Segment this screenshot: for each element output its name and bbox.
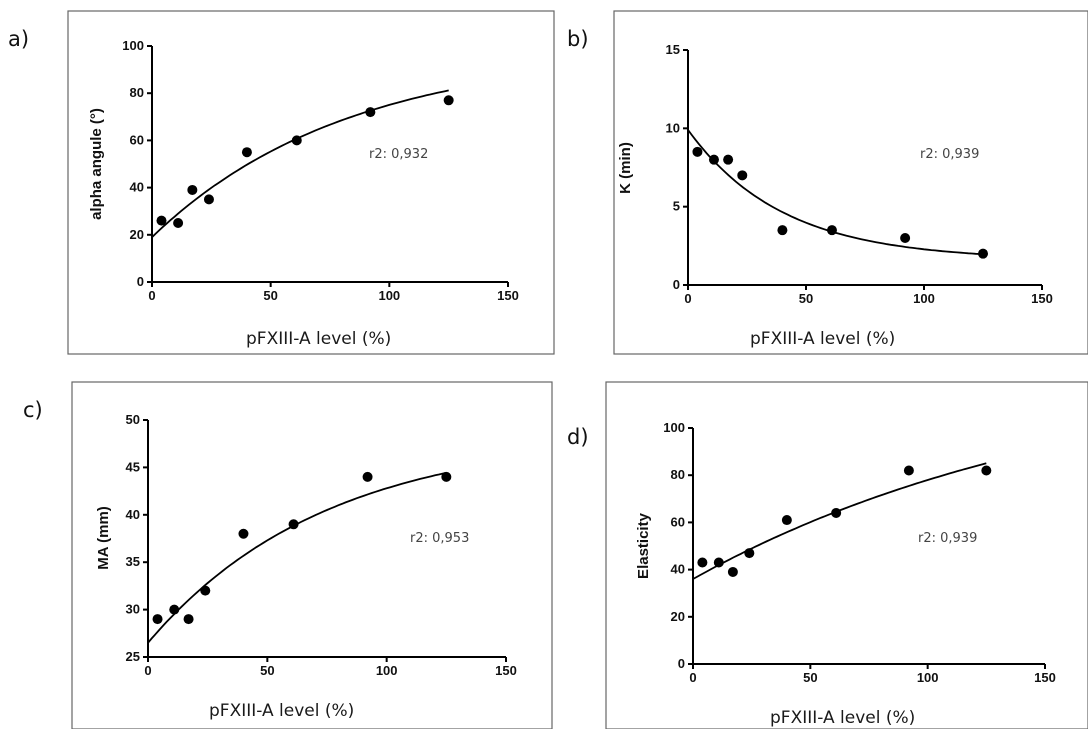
data-point xyxy=(238,528,249,539)
data-point xyxy=(291,135,302,146)
data-point xyxy=(713,557,724,568)
x-axis-title: pFXIII-A level (%) xyxy=(209,701,354,721)
x-tick-label: 150 xyxy=(1034,670,1056,685)
data-point xyxy=(831,507,842,518)
data-point xyxy=(241,147,252,158)
data-point xyxy=(173,218,184,228)
data-point xyxy=(362,471,373,482)
r2-annotation: r2: 0,939 xyxy=(918,531,977,546)
y-tick-label: 40 xyxy=(126,507,140,522)
data-point xyxy=(183,614,194,625)
data-point xyxy=(981,465,992,476)
x-tick-label: 50 xyxy=(803,670,817,685)
y-tick-label: 20 xyxy=(671,609,685,624)
y-tick-label: 40 xyxy=(671,562,685,577)
y-tick-label: 80 xyxy=(671,467,685,482)
x-tick-label: 50 xyxy=(260,663,274,678)
panel-frame xyxy=(71,381,553,729)
y-tick-label: 100 xyxy=(663,420,685,435)
y-axis-title: Elasticity xyxy=(635,512,652,579)
x-axis-title: pFXIII-A level (%) xyxy=(770,708,915,728)
x-tick-label: 0 xyxy=(689,670,696,685)
y-tick-label: 35 xyxy=(126,554,140,569)
x-tick-label: 50 xyxy=(263,288,277,303)
data-point xyxy=(203,194,214,205)
data-point xyxy=(365,107,376,118)
data-point xyxy=(697,557,708,568)
x-axis-title: pFXIII-A level (%) xyxy=(750,329,895,349)
panel-label: d) xyxy=(567,425,589,449)
y-tick-label: 10 xyxy=(666,120,680,135)
data-point xyxy=(777,225,788,236)
data-point xyxy=(744,548,755,559)
data-point xyxy=(903,465,914,476)
r2-annotation: r2: 0,939 xyxy=(920,147,979,162)
y-tick-label: 0 xyxy=(678,656,685,671)
panel-frame xyxy=(605,381,1088,729)
chart-panel: d) 0 20 40 60 80 100 0 50 100 150 pFXIII-A level (%… xyxy=(567,381,1088,729)
y-tick-label: 15 xyxy=(666,42,680,57)
data-point xyxy=(978,248,988,259)
r2-annotation: r2: 0,932 xyxy=(369,147,428,162)
panel-label: b) xyxy=(567,27,589,51)
x-tick-label: 0 xyxy=(148,288,155,303)
x-tick-label: 0 xyxy=(684,291,691,306)
x-tick-label: 100 xyxy=(378,288,400,303)
data-point xyxy=(156,215,167,226)
y-tick-label: 100 xyxy=(122,38,144,53)
y-tick-label: 40 xyxy=(130,180,144,195)
r2-annotation: r2: 0,953 xyxy=(410,531,469,546)
chart-panel: c) 25 30 35 40 45 50 0 50 100 150 pFXIII-A level (%… xyxy=(23,381,553,729)
fit-curve xyxy=(151,89,449,238)
y-axis-title: alpha angule (°) xyxy=(88,108,105,220)
data-point xyxy=(723,154,734,165)
data-point xyxy=(169,604,180,615)
x-tick-label: 100 xyxy=(376,663,398,678)
y-tick-label: 25 xyxy=(126,649,140,664)
data-point xyxy=(187,184,198,195)
y-tick-label: 0 xyxy=(137,274,144,289)
y-axis-title: MA (mm) xyxy=(95,506,112,570)
x-tick-label: 150 xyxy=(1031,291,1053,306)
data-point xyxy=(737,170,748,181)
panel-frame xyxy=(67,10,555,355)
panel-label: a) xyxy=(8,27,29,51)
data-point xyxy=(826,225,837,236)
y-tick-label: 0 xyxy=(673,277,680,292)
data-point xyxy=(781,515,792,526)
data-point xyxy=(692,146,703,157)
x-tick-label: 0 xyxy=(144,663,151,678)
y-tick-label: 80 xyxy=(130,85,144,100)
y-tick-label: 30 xyxy=(126,602,140,617)
y-tick-label: 60 xyxy=(671,514,685,529)
x-tick-label: 50 xyxy=(799,291,813,306)
y-axis-title: K (min) xyxy=(617,142,634,194)
panel-frame xyxy=(613,10,1088,355)
data-point xyxy=(708,154,719,165)
data-point xyxy=(288,519,299,530)
x-tick-label: 100 xyxy=(913,291,935,306)
y-tick-label: 60 xyxy=(130,132,144,147)
y-tick-label: 5 xyxy=(673,199,680,214)
x-axis-title: pFXIII-A level (%) xyxy=(246,329,391,349)
data-point xyxy=(900,233,911,243)
fit-curve xyxy=(692,462,987,580)
data-point xyxy=(443,95,454,106)
y-tick-label: 20 xyxy=(130,227,144,242)
chart-panel: a) 0 20 40 60 80 100 0 50 100 150 pFXIII-A level (%… xyxy=(8,10,555,355)
x-tick-label: 150 xyxy=(495,663,517,678)
data-point xyxy=(200,585,211,596)
x-tick-label: 100 xyxy=(917,670,939,685)
data-point xyxy=(152,614,163,625)
y-tick-label: 45 xyxy=(126,459,140,474)
data-point xyxy=(441,471,452,482)
data-point xyxy=(727,566,738,577)
y-tick-label: 50 xyxy=(126,412,140,427)
x-tick-label: 150 xyxy=(497,288,519,303)
panel-label: c) xyxy=(23,398,43,422)
